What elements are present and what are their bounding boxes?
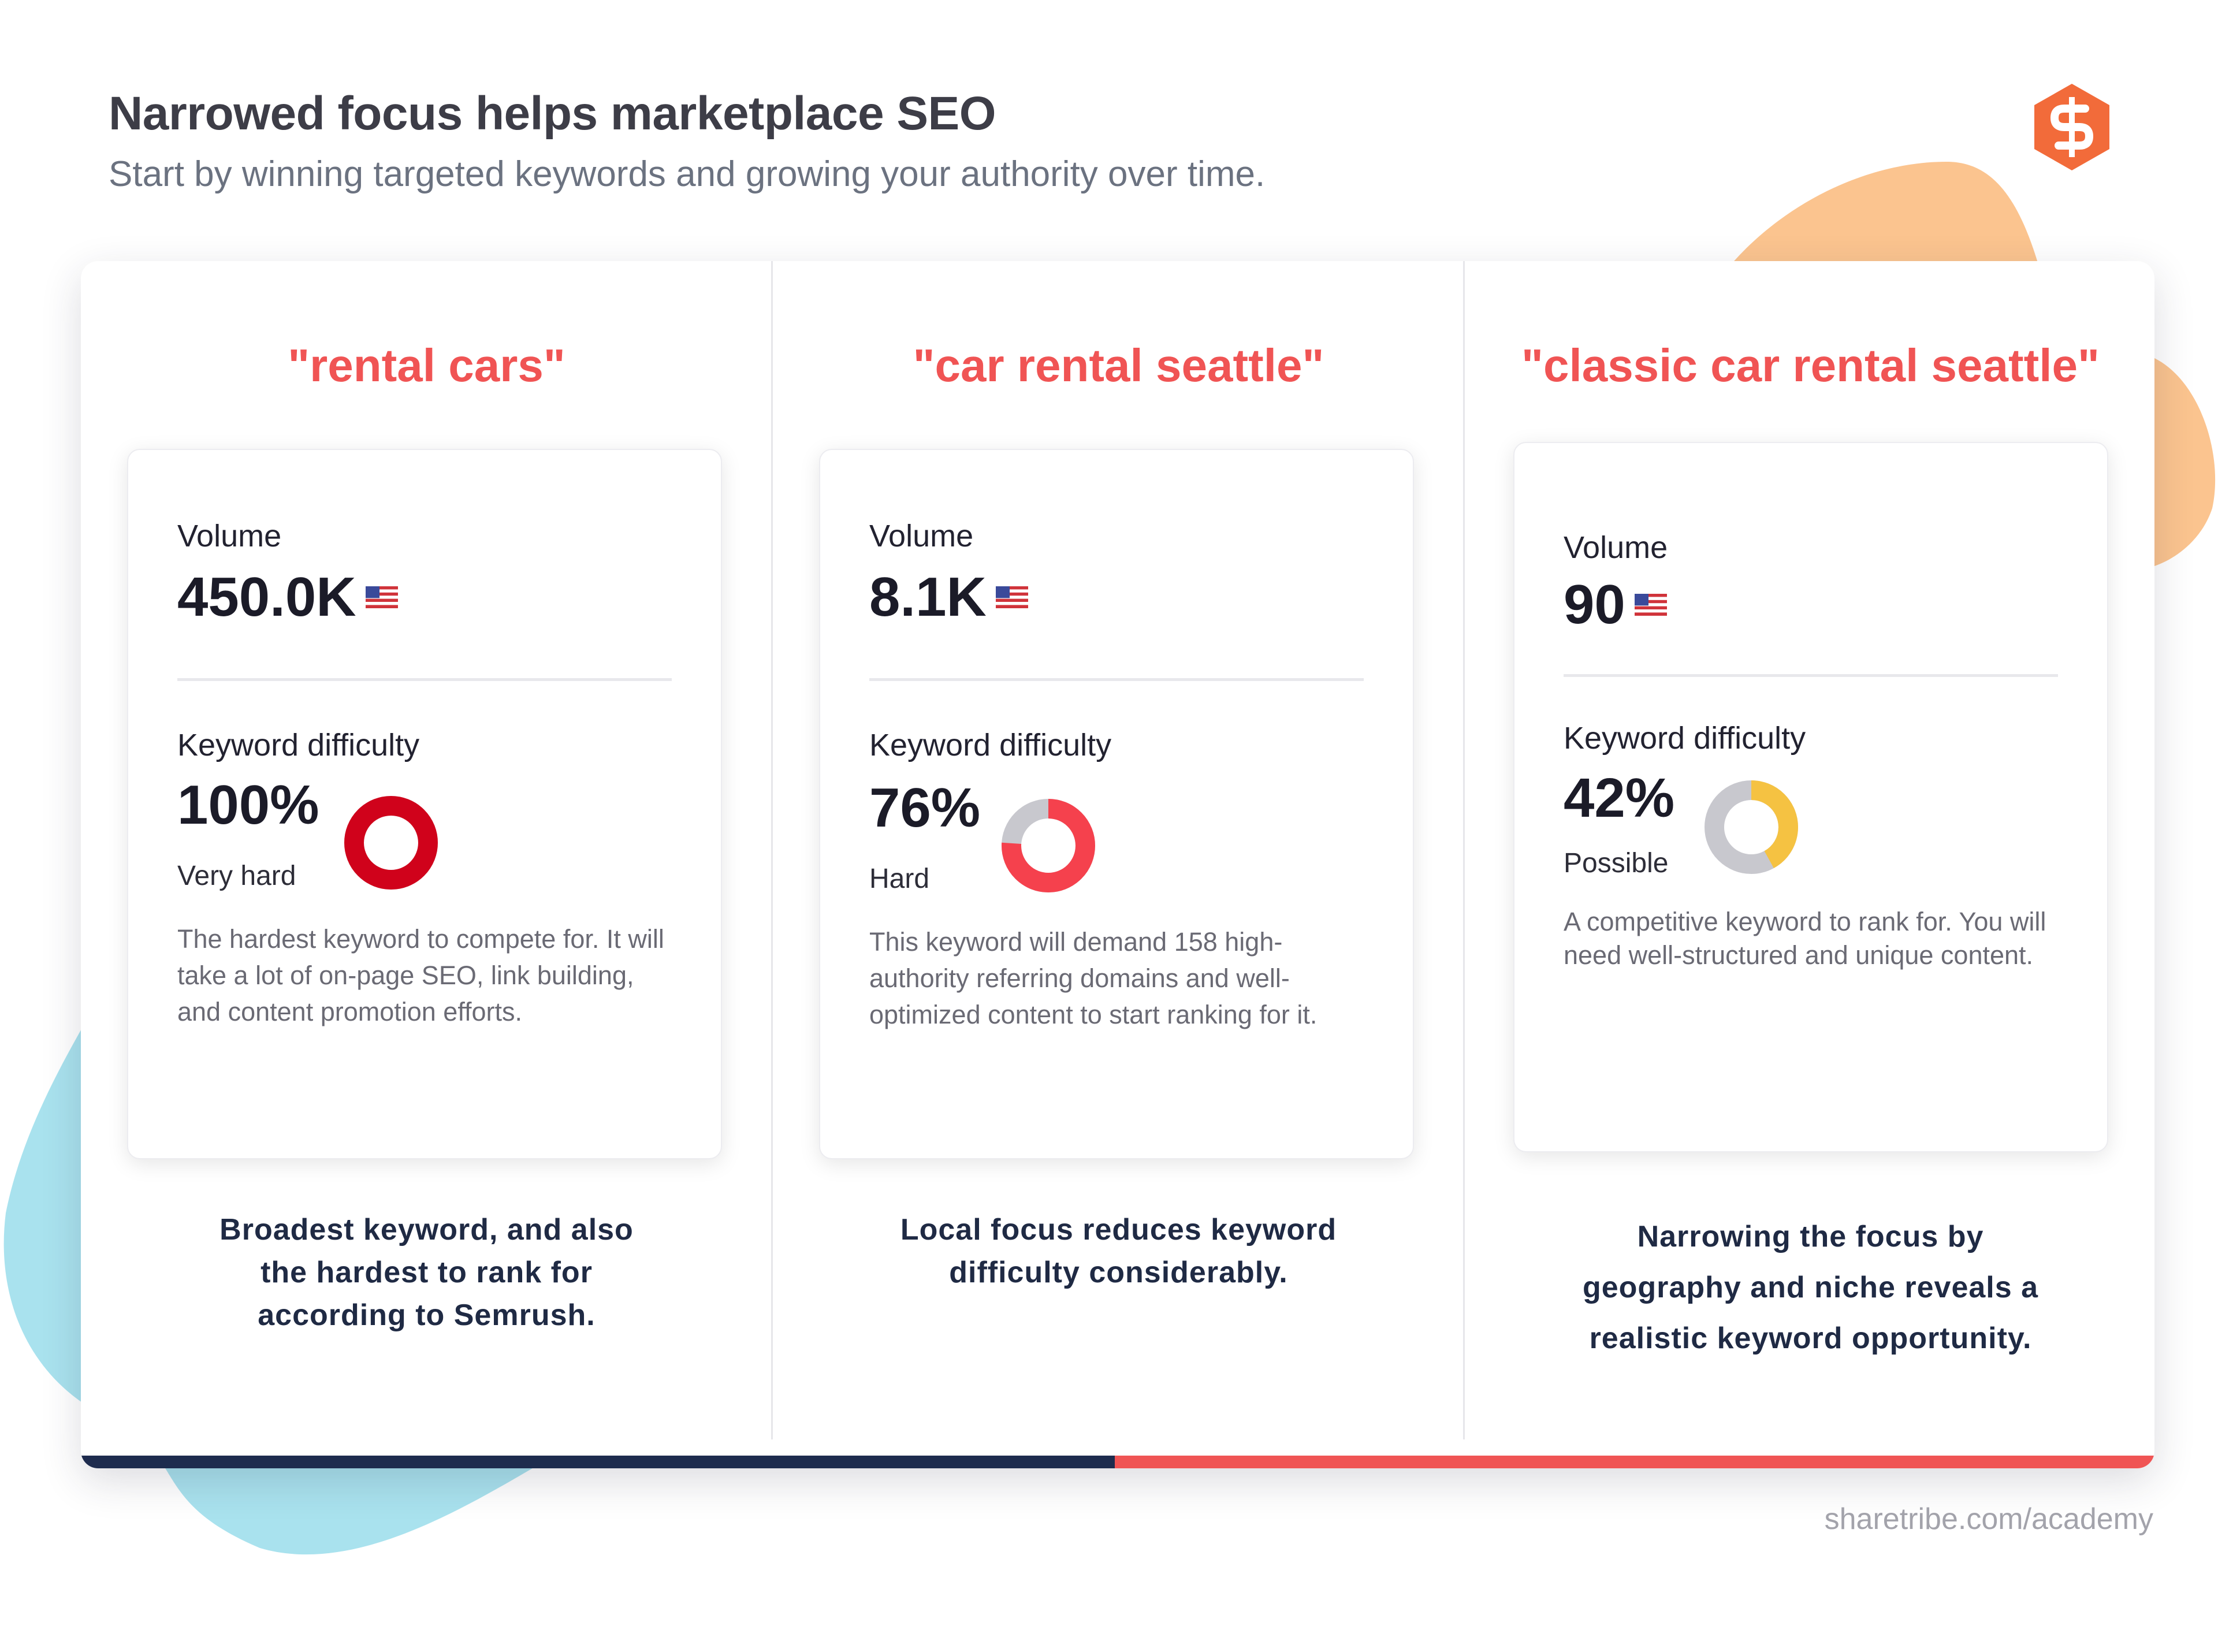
difficulty-label: Keyword difficulty (1564, 721, 1806, 756)
volume-value: 8.1K (869, 566, 987, 628)
sharetribe-logo-icon (2034, 84, 2109, 170)
keyword-card: Volume 90 Keyword difficulty 42% Possibl… (1513, 442, 2108, 1152)
caption-line: Broadest keyword, and also (219, 1213, 634, 1247)
volume-label: Volume (177, 519, 282, 553)
keyword-column-classic-car-rental-seattle: "classic car rental seattle" Volume 90 K… (1463, 261, 2154, 1439)
caption-line: Local focus reduces keyword (900, 1213, 1337, 1247)
caption-line: geography and niche reveals a (1582, 1271, 2039, 1304)
difficulty-donut-icon (344, 796, 438, 890)
column-caption: Local focus reduces keyword difficulty c… (773, 1208, 1464, 1294)
difficulty-label: Keyword difficulty (177, 728, 420, 762)
volume-value-row: 450.0K (177, 565, 398, 629)
difficulty-description: The hardest keyword to compete for. It w… (177, 924, 664, 1026)
keyword-title: "car rental seattle" (913, 340, 1324, 391)
difficulty-rating: Hard (869, 864, 930, 894)
comparison-panel: "rental cars" Volume 450.0K Keyword diff… (81, 261, 2154, 1468)
progress-bar-red (1115, 1456, 2154, 1468)
keyword-column-rental-cars: "rental cars" Volume 450.0K Keyword diff… (81, 261, 772, 1439)
difficulty-percent: 100% (177, 774, 319, 836)
page-subtitle: Start by winning targeted keywords and g… (109, 154, 1266, 194)
orange-blob-right (2154, 358, 2216, 566)
volume-value: 90 (1564, 574, 1625, 635)
us-flag-icon (365, 586, 398, 608)
caption-line: the hardest to rank for (260, 1256, 593, 1289)
card-divider (869, 678, 1364, 681)
difficulty-rating: Possible (1564, 848, 1669, 879)
keyword-title: "rental cars" (288, 340, 565, 391)
progress-bar-navy (81, 1456, 1115, 1468)
caption-line: realistic keyword opportunity. (1589, 1322, 2032, 1355)
volume-label: Volume (869, 519, 974, 553)
donut-value-arc (344, 796, 438, 890)
caption-line: according to Semrush. (258, 1298, 596, 1332)
card-divider (177, 678, 672, 681)
volume-label: Volume (1564, 530, 1668, 565)
difficulty-donut-icon (1002, 799, 1095, 892)
difficulty-description: This keyword will demand 158 high-author… (869, 927, 1318, 1029)
keyword-card: Volume 8.1K Keyword difficulty 76% Hard … (819, 449, 1414, 1159)
caption-line: Narrowing the focus by (1637, 1220, 1984, 1253)
footer-url: sharetribe.com/academy (1824, 1502, 2153, 1536)
column-caption: Narrowing the focus by geography and nic… (1465, 1211, 2154, 1364)
header: Narrowed focus helps marketplace SEO Sta… (109, 87, 1265, 195)
us-flag-icon (995, 586, 1028, 608)
difficulty-donut-icon (1705, 780, 1798, 874)
donut-value-arc (1705, 780, 1798, 874)
volume-value-row: 8.1K (869, 565, 1028, 629)
difficulty-percent: 42% (1564, 767, 1675, 829)
caption-line: difficulty considerably. (949, 1256, 1288, 1289)
page-title: Narrowed focus helps marketplace SEO (109, 87, 996, 140)
keyword-column-car-rental-seattle: "car rental seattle" Volume 8.1K Keyword… (771, 261, 1464, 1439)
card-divider (1564, 674, 2058, 677)
us-flag-icon (1634, 594, 1667, 616)
donut-value-arc (1002, 799, 1095, 892)
difficulty-label: Keyword difficulty (869, 728, 1112, 762)
volume-value-row: 90 (1564, 573, 1667, 637)
difficulty-rating: Very hard (177, 861, 296, 891)
difficulty-percent: 76% (869, 777, 981, 839)
keyword-title: "classic car rental seattle" (1521, 340, 2100, 391)
difficulty-description: A competitive keyword to rank for. You w… (1564, 907, 2046, 970)
column-caption: Broadest keyword, and also the hardest t… (81, 1208, 772, 1337)
volume-value: 450.0K (177, 566, 356, 628)
keyword-card: Volume 450.0K Keyword difficulty 100% Ve… (127, 449, 722, 1159)
